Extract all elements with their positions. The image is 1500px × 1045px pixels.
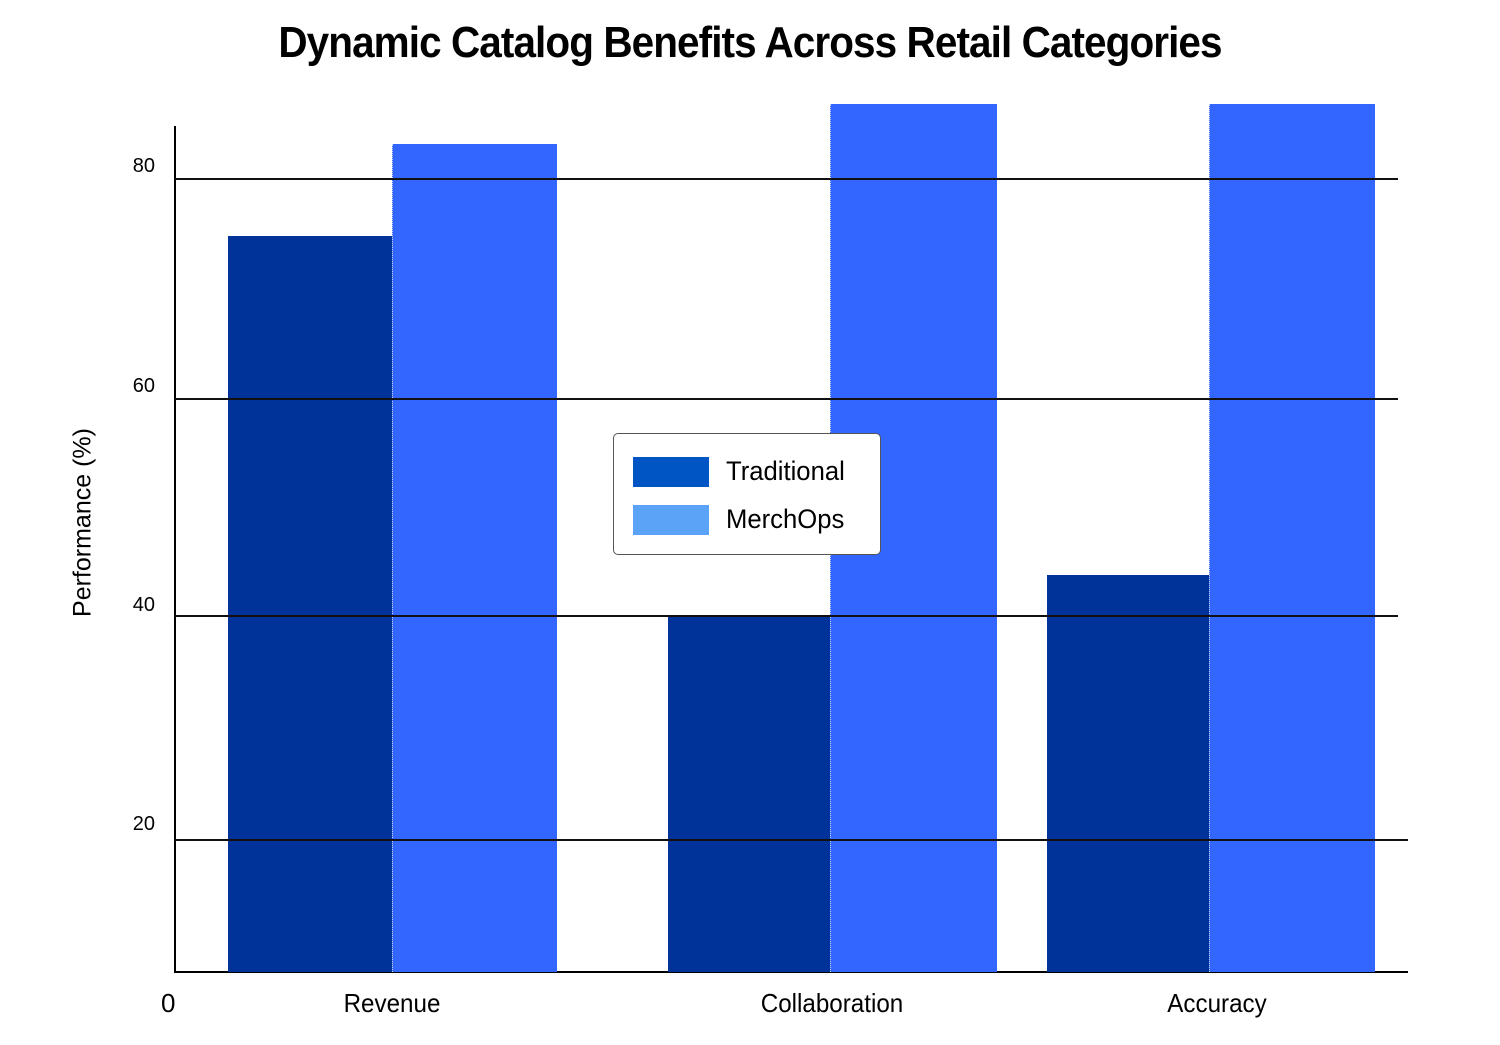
legend: Traditional MerchOps xyxy=(613,433,881,555)
bar-revenue-merchops xyxy=(392,144,557,972)
gridline-60 xyxy=(175,398,1398,400)
y-tick-20: 20 xyxy=(132,813,155,835)
y-axis-label: Performance (%) xyxy=(68,428,97,617)
y-tick-60: 60 xyxy=(132,375,155,397)
bar-accuracy-traditional xyxy=(1047,575,1209,972)
x-tick-collaboration: Collaboration xyxy=(760,988,904,1018)
y-tick-80: 80 xyxy=(132,155,155,177)
gridline-80 xyxy=(175,178,1398,180)
x-axis xyxy=(174,971,1408,973)
chart-title: Dynamic Catalog Benefits Across Retail C… xyxy=(278,18,1222,67)
x-tick-accuracy: Accuracy xyxy=(1167,988,1267,1018)
y-tick-40: 40 xyxy=(132,594,155,616)
bar-accuracy-merchops xyxy=(1209,104,1375,972)
x-origin-label: 0 xyxy=(161,988,176,1018)
y-axis xyxy=(174,126,176,973)
legend-item-traditional: Traditional xyxy=(633,456,851,487)
gridline-40 xyxy=(175,615,1398,617)
legend-swatch-merchops xyxy=(633,504,709,535)
legend-swatch-traditional xyxy=(633,456,709,487)
legend-label-merchops: MerchOps xyxy=(726,504,845,534)
legend-label-traditional: Traditional xyxy=(726,456,845,486)
bar-revenue-traditional xyxy=(228,236,392,972)
legend-item-merchops: MerchOps xyxy=(633,504,851,535)
x-tick-revenue: Revenue xyxy=(343,988,441,1018)
gridline-20 xyxy=(175,839,1408,841)
bar-collaboration-traditional xyxy=(668,616,830,972)
